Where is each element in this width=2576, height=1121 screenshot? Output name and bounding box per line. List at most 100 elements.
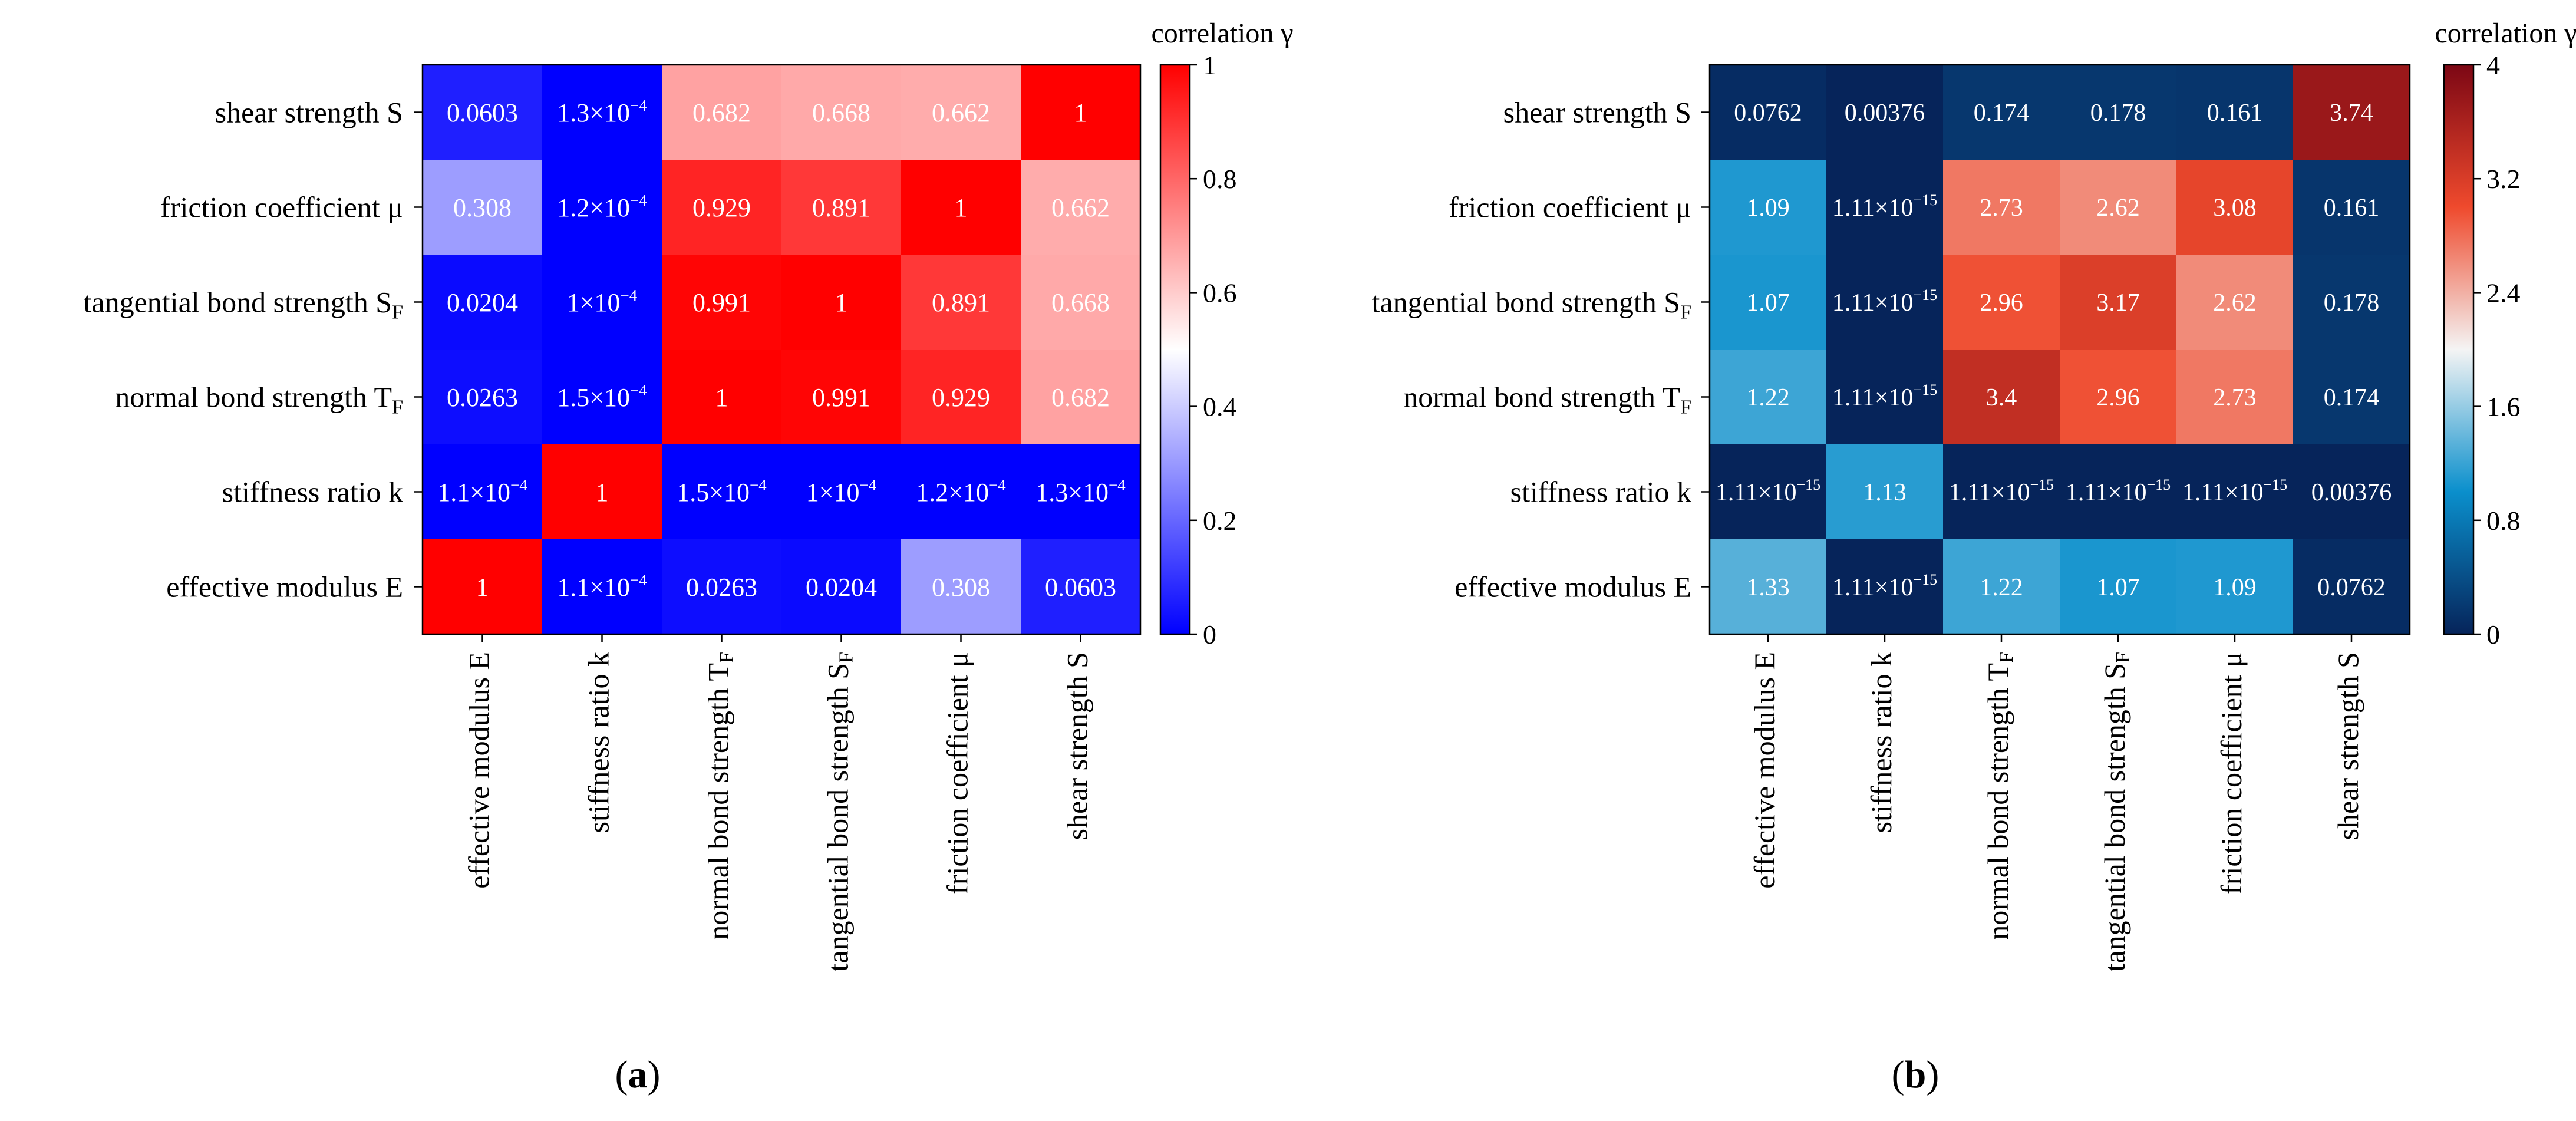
cell-value-label: 1.11×10−15 <box>1832 571 1937 601</box>
heatmap-cell <box>2176 539 2294 635</box>
colorbar-gradient <box>1159 64 1191 635</box>
cell-value-label: 0.308 <box>453 193 512 222</box>
heatmap-cell <box>2293 444 2410 540</box>
cell-value-label: 1.1×10−4 <box>437 476 527 507</box>
x-tick-label: tangential bond strength SF <box>822 652 857 971</box>
colorbar-tick-label: 2.4 <box>2486 278 2521 308</box>
colorbar-tick-label: 0 <box>2486 619 2500 649</box>
cell-value-label: 2.62 <box>2096 194 2140 222</box>
colorbar-tick-label: 0.6 <box>1203 278 1237 308</box>
cell-value-label: 0.0762 <box>2317 574 2386 601</box>
colorbar-tick-label: 0.8 <box>2486 506 2521 536</box>
cell-value-label: 1.5×10−4 <box>677 476 767 507</box>
heatmap-cell <box>1710 350 1827 445</box>
heatmap-cell <box>781 65 902 160</box>
heatmap-cell <box>1943 65 2060 160</box>
heatmap-cell <box>1710 539 1827 635</box>
x-tick-labels: effective modulus E stiffness ratio k norm… <box>1748 634 2364 971</box>
cell-value-label: 3.17 <box>2096 289 2140 316</box>
heatmap-cell <box>542 539 662 635</box>
heatmap-cell <box>1021 160 1141 255</box>
cell-value-label: 3.4 <box>1986 384 2017 411</box>
x-tick-label: effective modulus E <box>1748 652 1781 889</box>
heatmap-cell <box>1826 444 1944 540</box>
cell-value-label: 0.00376 <box>2311 479 2392 506</box>
cell-value-label: 1.3×10−4 <box>557 97 647 127</box>
heatmap-cell <box>2293 255 2410 350</box>
x-tick-label: shear strength S <box>2331 652 2364 840</box>
cell-value-label: 0.929 <box>932 383 990 412</box>
cell-value-label: 1.11×10−15 <box>1716 476 1820 506</box>
heatmap-cell <box>542 255 662 350</box>
cell-value-label: 0.0204 <box>806 573 877 602</box>
cell-value-label: 1×10−4 <box>567 286 638 317</box>
cell-value-label: 1 <box>835 288 848 317</box>
heatmap-cell <box>1021 255 1141 350</box>
heatmap-cell <box>662 65 782 160</box>
cell-value-label: 3.08 <box>2213 194 2257 222</box>
colorbar-tick-label: 1.6 <box>2486 392 2521 422</box>
cell-value-label: 1 <box>476 573 489 602</box>
heatmap-cell <box>423 539 543 635</box>
heatmap-cell <box>2176 255 2294 350</box>
cell-value-label: 0.00376 <box>1845 100 1925 127</box>
heatmap-cell <box>423 255 543 350</box>
heatmap-cell <box>781 539 902 635</box>
heatmap-panel-b: 0.0762 0.00376 0.174 0.178 0.161 3.74 1.09 1.11… <box>1372 18 2576 1096</box>
cell-value-label: 2.96 <box>1980 289 2023 316</box>
heatmap-cell <box>901 444 1021 540</box>
cell-value-label: 1.07 <box>1746 289 1790 316</box>
cell-value-label: 0.178 <box>2090 100 2146 127</box>
cell-value-label: 3.74 <box>2330 100 2373 127</box>
x-tick-label: shear strength S <box>1061 652 1094 840</box>
heatmap-cell-labels: 0.0762 0.00376 0.174 0.178 0.161 3.74 1.09 1.11… <box>1716 100 2392 601</box>
heatmap-cell <box>2060 65 2177 160</box>
heatmap-cell <box>2293 160 2410 255</box>
heatmap-cell <box>423 160 543 255</box>
heatmap-cell-labels: 0.0603 1.3×10−4 0.682 0.668 0.662 1 0.308 1.2×1… <box>437 97 1126 602</box>
x-tick-label: effective modulus E <box>463 652 496 889</box>
y-tick-label: normal bond strength TF <box>1403 381 1691 418</box>
heatmap-cell <box>2176 444 2294 540</box>
cell-value-label: 1.3×10−4 <box>1035 476 1126 507</box>
x-tick-label: normal bond strength TF <box>1981 652 2017 940</box>
heatmap-cell <box>2060 444 2177 540</box>
y-tick-label: stiffness ratio k <box>1510 476 1691 509</box>
cell-value-label: 0.668 <box>1051 288 1110 317</box>
heatmap-cell <box>2060 350 2177 445</box>
cell-value-label: 0.0204 <box>447 288 518 317</box>
cell-value-label: 1×10−4 <box>806 476 877 507</box>
y-tick-label: normal bond strength TF <box>115 381 403 418</box>
heatmap-cell <box>1943 255 2060 350</box>
heatmap-cell <box>662 350 782 445</box>
heatmap-cells <box>1710 65 2410 635</box>
heatmap-cell <box>2176 65 2294 160</box>
heatmap-cell <box>542 350 662 445</box>
heatmap-cell <box>1826 350 1944 445</box>
heatmap-cell <box>1021 350 1141 445</box>
y-tick-label: friction coefficient μ <box>1449 191 1691 224</box>
cell-value-label: 0.991 <box>812 383 870 412</box>
cell-value-label: 0.662 <box>1051 193 1110 222</box>
heatmap-cell <box>542 444 662 540</box>
heatmap-cell <box>901 539 1021 635</box>
heatmap-cell <box>901 255 1021 350</box>
y-tick-labels: shear strength S friction coefficient μ ta… <box>84 96 423 604</box>
heatmap-cell <box>1826 255 1944 350</box>
cell-value-label: 1 <box>1074 98 1087 127</box>
cell-value-label: 0.161 <box>2324 194 2380 222</box>
x-tick-label: stiffness ratio k <box>1865 652 1898 833</box>
heatmap-cell <box>2060 539 2177 635</box>
heatmap-cell <box>2060 160 2177 255</box>
heatmap-cell <box>781 444 902 540</box>
heatmap-cell <box>1710 65 1827 160</box>
heatmap-cells <box>423 65 1141 635</box>
cell-value-label: 1.09 <box>1746 194 1790 222</box>
cell-value-label: 0.668 <box>812 98 870 127</box>
colorbar-label: correlation γ <box>1151 18 1293 49</box>
heatmap-cell <box>2176 350 2294 445</box>
heatmap-cell <box>781 350 902 445</box>
cell-value-label: 1 <box>715 383 728 412</box>
